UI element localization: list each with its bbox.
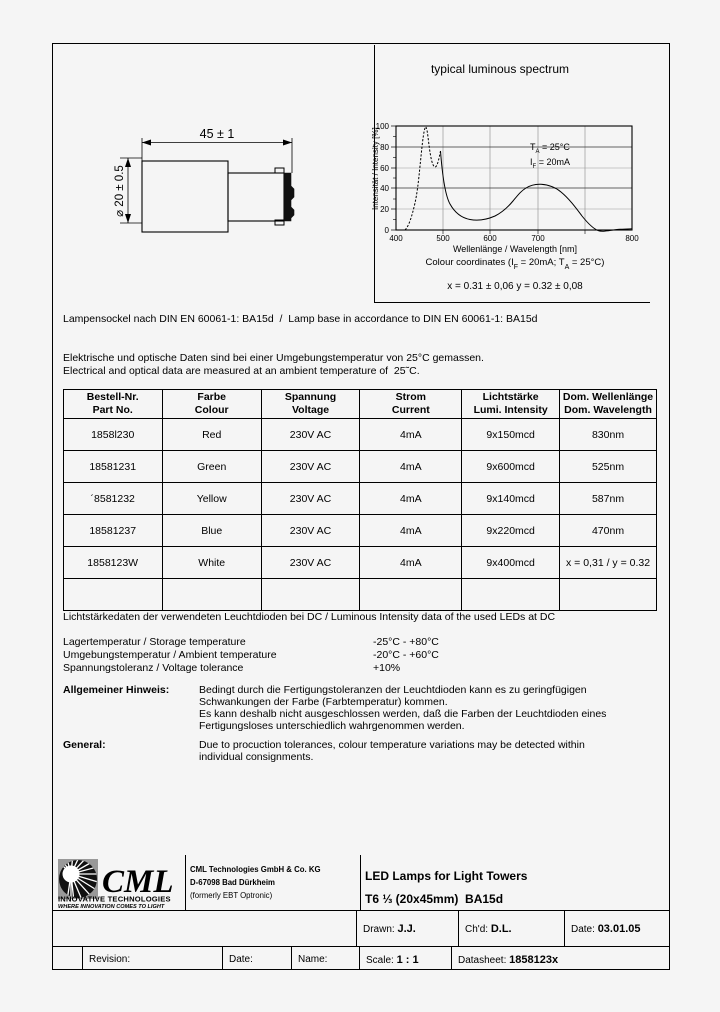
svg-text:TA = 25°C: TA = 25°C xyxy=(530,142,570,155)
svg-text:x = 0.31 ± 0,06 y = 0.32: x = 0.31 ± 0,06 y = 0.32 ± 0,08 xyxy=(447,281,583,292)
svg-text:600: 600 xyxy=(483,234,497,243)
svg-text:Wellenlänge / Wavelength [nm]: Wellenlänge / Wavelength [nm] xyxy=(453,244,577,254)
svg-text:20: 20 xyxy=(380,205,389,214)
svg-text:Intensität / Intensity [%]: Intensität / Intensity [%] xyxy=(371,127,380,210)
svg-text:400: 400 xyxy=(389,234,403,243)
svg-text:40: 40 xyxy=(380,184,389,193)
svg-text:Colour coordinates (IF = 20mA;: Colour coordinates (IF = 20mA; TA = 25°C… xyxy=(426,257,605,271)
svg-text:INNOVATIVE TECHNOLOGIES: INNOVATIVE TECHNOLOGIES xyxy=(58,894,171,903)
svg-text:700: 700 xyxy=(531,234,545,243)
svg-text:60: 60 xyxy=(380,164,389,173)
svg-text:80: 80 xyxy=(380,143,389,152)
svg-text:500: 500 xyxy=(436,234,450,243)
svg-text:800: 800 xyxy=(625,234,639,243)
